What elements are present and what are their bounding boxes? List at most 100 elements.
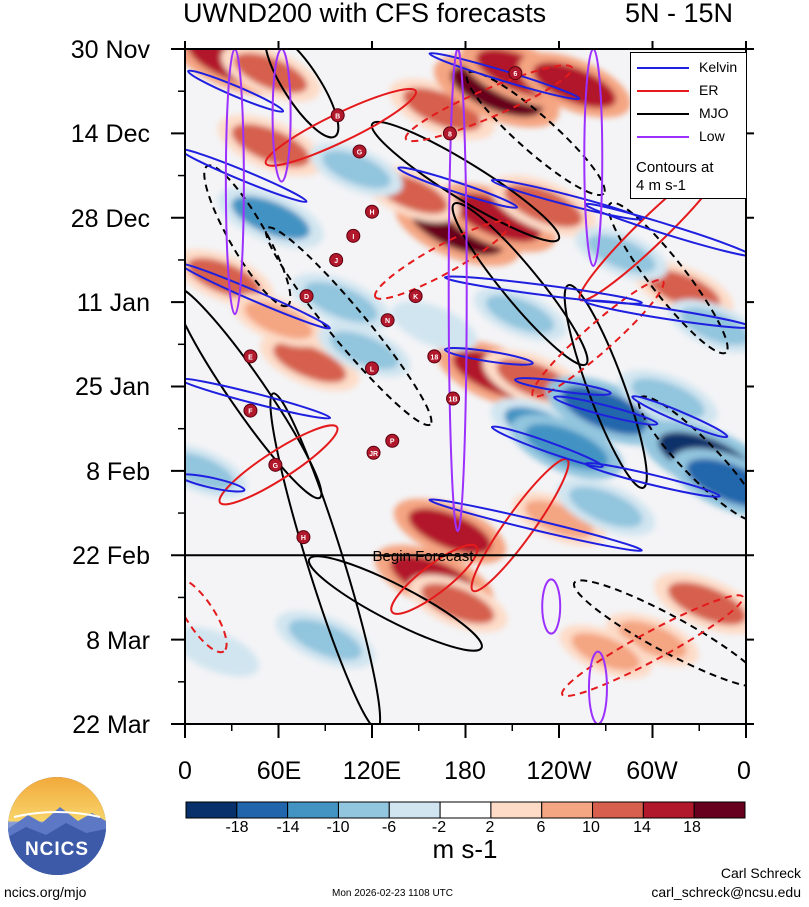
storm-markers: 6 B 8 G H I J D K N E L 18 F 1B P JR G H <box>243 66 523 545</box>
storm-marker: 8 <box>442 126 457 141</box>
anomaly-blob <box>686 458 746 508</box>
storm-marker-label: P <box>390 439 395 446</box>
legend-label: MJO <box>699 105 729 121</box>
kelvin-contour <box>428 52 581 101</box>
er-contour <box>390 543 479 615</box>
y-tick-label: 22 Feb <box>72 542 150 570</box>
legend-item-er: ER <box>631 80 746 103</box>
storm-marker: JR <box>366 445 381 460</box>
x-tick-label: 60W <box>626 757 678 785</box>
y-tick-label: 30 Nov <box>70 36 150 64</box>
low-contours <box>224 49 608 724</box>
er-contour <box>561 594 744 698</box>
mjo-contour <box>185 285 323 500</box>
mjo-contour <box>465 70 606 197</box>
storm-marker: 18 <box>427 349 442 364</box>
storm-marker-dot <box>427 349 442 364</box>
colorbar-swatch <box>185 801 238 819</box>
er-contour <box>185 577 228 654</box>
colorbar-swatch <box>642 801 695 819</box>
y-tick-label: 14 Dec <box>70 120 150 148</box>
kelvin-contour <box>185 262 331 330</box>
kelvin-contour <box>514 377 612 396</box>
storm-marker-label: 8 <box>448 131 452 138</box>
y-tick-label: 22 Mar <box>72 711 150 739</box>
storm-marker-dot <box>329 252 344 267</box>
colorbar-tick-label: 14 <box>633 819 651 836</box>
storm-marker-label: N <box>385 318 390 325</box>
storm-marker-label: J <box>334 258 338 265</box>
y-tick-label: 8 Feb <box>86 458 150 486</box>
storm-marker: I <box>346 228 361 243</box>
anomaly-blob <box>504 184 583 228</box>
x-tick-label: 180 <box>444 757 486 785</box>
colorbar-tick-label: -6 <box>381 819 397 836</box>
kelvin-contour <box>490 425 604 469</box>
chart-title: UWND200 with CFS forecasts <box>183 0 547 28</box>
anomaly-blob <box>244 301 313 340</box>
logo-landscape-icon <box>8 777 106 875</box>
legend-item-mjo: MJO <box>631 103 746 126</box>
colorbar-tick-label: 2 <box>485 819 495 836</box>
storm-marker-label: 1B <box>449 397 458 404</box>
storm-marker-dot <box>243 403 258 418</box>
anomaly-blob <box>569 486 643 528</box>
colorbar-tick-label: -14 <box>276 819 300 836</box>
colorbar-swatch <box>439 801 492 819</box>
x-tick-label: 0 <box>737 757 751 785</box>
storm-marker: N <box>380 313 395 328</box>
storm-marker-dot <box>365 204 379 219</box>
er-contour <box>531 278 665 398</box>
colorbar-units: m s-1 <box>432 834 498 864</box>
storm-marker-label: K <box>413 294 418 301</box>
footer-email[interactable]: carl_schreck@ncsu.edu <box>651 884 801 900</box>
anomaly-blob <box>408 508 492 555</box>
storm-marker-label: I <box>352 234 354 241</box>
storm-marker-label: G <box>273 463 279 470</box>
storm-marker-label: 6 <box>513 71 517 78</box>
mjo-contour <box>563 284 648 489</box>
storm-marker: L <box>365 361 379 376</box>
storm-marker-dot <box>365 361 379 376</box>
storm-marker-label: JR <box>369 451 378 458</box>
anomaly-blob <box>647 269 721 311</box>
anomaly-blob <box>571 632 640 671</box>
storm-marker-label: 18 <box>430 354 438 361</box>
mjo-contour <box>451 202 589 367</box>
mjo-contour <box>637 395 746 523</box>
legend-label: ER <box>699 82 719 98</box>
storm-marker-label: H <box>369 210 374 217</box>
kelvin-contour <box>187 69 285 113</box>
anomaly-blob <box>631 378 705 419</box>
anomaly-blob <box>322 150 391 189</box>
kelvin-contour <box>553 395 659 426</box>
legend: Kelvin ER MJO Low Contours at 4 m s-1 <box>630 52 747 199</box>
storm-marker-label: L <box>370 366 375 373</box>
storm-marker: P <box>385 433 400 448</box>
anomaly-blob <box>524 500 594 538</box>
legend-label: Kelvin <box>699 59 738 75</box>
er-contour <box>373 220 511 300</box>
begin-forecast-label: Begin Forecast <box>373 548 475 565</box>
anomaly-blob <box>273 342 347 383</box>
anomaly-blob <box>185 634 248 670</box>
ncics-logo: NCICS <box>8 777 106 875</box>
y-tick-label: 8 Mar <box>86 627 150 655</box>
colorbar-swatch <box>693 801 746 819</box>
kelvin-contour <box>428 498 643 552</box>
mjo-contour <box>264 49 340 139</box>
anomaly-blob <box>485 295 555 334</box>
colorbar-tick-label: -18 <box>225 819 249 836</box>
footer-url[interactable]: ncics.org/mjo <box>4 884 87 900</box>
storm-marker: J <box>329 252 344 267</box>
storm-marker-dot <box>385 433 400 448</box>
anomaly-blob <box>587 235 656 273</box>
storm-marker-dot <box>446 391 461 406</box>
storm-marker: G <box>352 144 367 159</box>
colorbar-swatch <box>541 801 594 819</box>
legend-note-line: Contours at <box>636 159 714 176</box>
x-tick-label: 60E <box>256 757 302 785</box>
storm-marker: F <box>243 403 258 418</box>
storm-marker: K <box>408 289 423 304</box>
storm-marker: H <box>365 204 379 219</box>
